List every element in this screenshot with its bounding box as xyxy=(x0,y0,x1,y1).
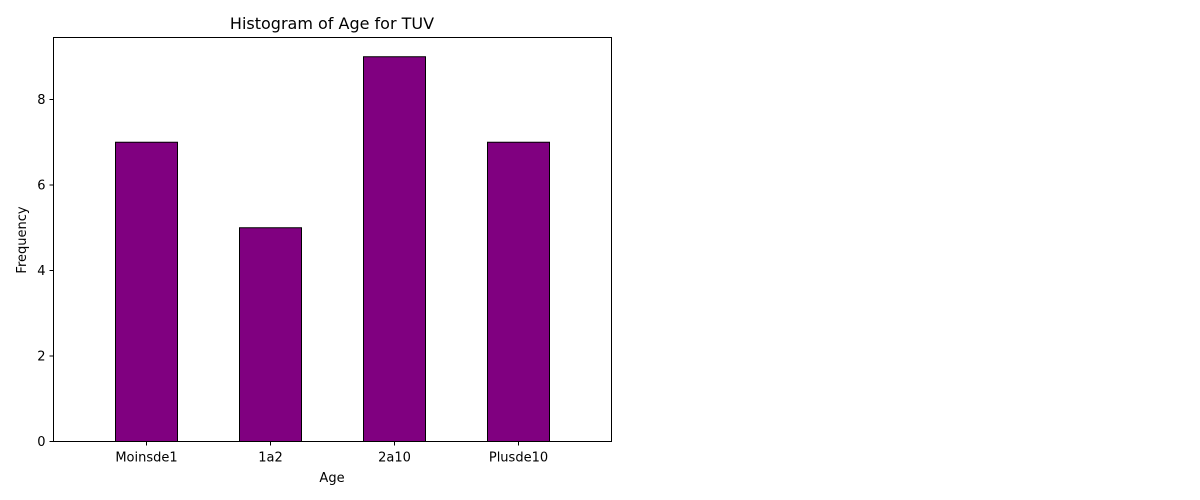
bar-plusde10 xyxy=(487,141,550,442)
x-tick-label: 2a10 xyxy=(378,451,411,466)
x-axis-ticks: Moinsde1 1a2 2a10 Plusde10 xyxy=(115,441,548,466)
bars-group xyxy=(115,56,550,442)
y-tick-label: 2 xyxy=(37,349,45,364)
x-tick-label: Plusde10 xyxy=(489,451,548,466)
y-tick-label: 8 xyxy=(37,93,45,108)
y-tick-label: 0 xyxy=(37,435,45,450)
bar-moinsde1 xyxy=(115,141,178,442)
x-tick-label: 1a2 xyxy=(258,451,283,466)
plot-area-frame xyxy=(53,37,612,442)
chart-title: Histogram of Age for TUV xyxy=(230,14,434,33)
bar-1a2 xyxy=(239,227,302,442)
x-axis-label: Age xyxy=(319,471,344,486)
x-tick-label: Moinsde1 xyxy=(115,451,177,466)
y-axis-ticks: 0 2 4 6 8 xyxy=(37,93,54,450)
bar-2a10 xyxy=(363,56,426,442)
y-tick-label: 6 xyxy=(37,178,45,193)
y-axis-label: Frequency xyxy=(15,206,30,273)
y-tick-label: 4 xyxy=(37,264,45,279)
